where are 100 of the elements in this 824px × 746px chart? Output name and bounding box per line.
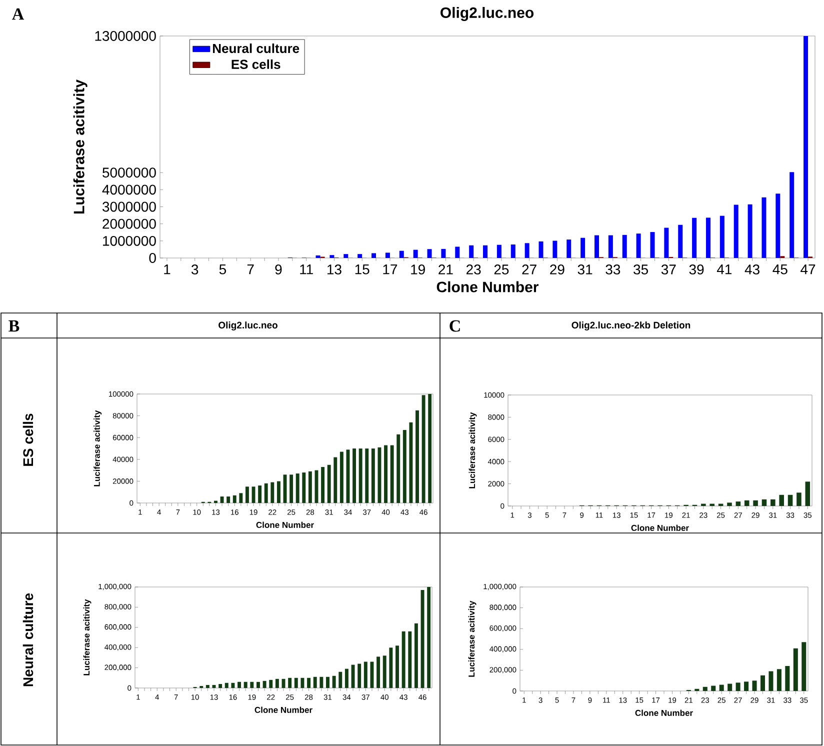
x-tick-label: 45 — [772, 264, 788, 274]
bar — [326, 676, 330, 688]
bar — [748, 204, 752, 258]
bar — [382, 656, 386, 688]
x-tick-label: 19 — [411, 264, 425, 274]
chart-title: Olig2.luc.neo — [218, 322, 278, 330]
bar — [344, 254, 348, 258]
bar — [650, 232, 655, 258]
bar — [736, 502, 741, 506]
bar — [422, 395, 426, 503]
bar — [206, 684, 210, 688]
bar — [706, 218, 710, 258]
x-tick-label: 1 — [164, 264, 170, 274]
x-tick-label: 27 — [522, 264, 536, 274]
bar — [776, 194, 780, 258]
bar — [372, 253, 376, 258]
bar — [269, 680, 273, 688]
bar — [416, 410, 419, 503]
bar — [300, 678, 304, 688]
bar — [719, 684, 724, 691]
bar — [352, 448, 356, 503]
bar — [760, 675, 766, 691]
text: Neural culture — [22, 593, 34, 686]
bar — [276, 481, 280, 503]
bar — [720, 216, 724, 258]
bar — [734, 204, 738, 258]
text: A — [12, 8, 24, 20]
bar — [496, 244, 502, 258]
bar — [385, 252, 390, 258]
bar — [302, 472, 306, 503]
bar — [340, 452, 344, 503]
text: ES cells — [22, 414, 34, 466]
y-axis-title: Luciferase acitivity — [94, 410, 102, 486]
bar — [776, 669, 782, 691]
bar — [320, 676, 324, 688]
x-tick-label: 39 — [689, 264, 704, 274]
x-tick-label: 11 — [300, 264, 313, 274]
text: B — [8, 320, 20, 332]
bar — [390, 445, 394, 503]
x-tick-label: 13 — [327, 264, 342, 274]
y-tick-label: 13000000 — [95, 31, 156, 41]
y-tick-label: 4000000 — [102, 184, 156, 195]
bar — [290, 474, 294, 503]
bar — [692, 218, 697, 258]
bar — [371, 448, 375, 503]
bar — [427, 586, 431, 688]
bar — [622, 234, 627, 258]
bar — [408, 631, 412, 688]
bar — [483, 245, 488, 258]
bar — [294, 678, 298, 688]
bar — [264, 483, 268, 503]
bar — [358, 254, 362, 258]
x-tick-label: 37 — [661, 264, 676, 274]
y-tick-label: 3000000 — [102, 202, 156, 212]
bar — [469, 245, 474, 258]
x-tick-label: 23 — [466, 264, 481, 274]
bar — [788, 494, 793, 506]
bar — [262, 680, 266, 688]
bar — [768, 671, 774, 691]
bar — [364, 662, 368, 688]
x-tick-label: 29 — [550, 264, 564, 274]
bar — [365, 448, 369, 503]
bar — [409, 422, 413, 503]
bar — [399, 250, 404, 258]
bar — [396, 434, 400, 503]
bar — [351, 664, 355, 688]
bar — [250, 682, 254, 688]
x-tick-label: 15 — [355, 264, 370, 274]
bar — [779, 494, 784, 506]
bar — [790, 172, 794, 258]
bar — [321, 467, 325, 503]
x-tick-label: 21 — [438, 264, 453, 274]
bar — [428, 394, 432, 503]
bar — [226, 496, 230, 503]
bar — [753, 500, 758, 506]
bar — [344, 668, 348, 688]
bar — [224, 682, 228, 688]
x-axis-title: Clone Number — [631, 524, 689, 531]
bar — [313, 676, 317, 688]
bar — [413, 250, 418, 258]
x-axis-title: Clone Number — [254, 706, 312, 713]
bar — [288, 678, 292, 688]
y-tick-label: 0 — [149, 253, 156, 263]
bar — [270, 482, 274, 503]
bar — [244, 682, 248, 688]
bar — [346, 450, 350, 503]
bar — [427, 249, 432, 258]
bar — [804, 36, 808, 258]
bar — [258, 486, 262, 503]
bar — [441, 248, 446, 258]
bar — [762, 499, 767, 506]
bar — [770, 499, 776, 506]
chart-title: Olig2.luc.neo-2kb Deletion — [572, 322, 690, 330]
bar — [358, 664, 362, 688]
x-tick-label: 3 — [191, 264, 198, 274]
bar — [762, 197, 766, 258]
bar — [231, 682, 235, 688]
bar — [414, 623, 418, 688]
bar — [802, 642, 806, 691]
bar — [744, 682, 749, 691]
